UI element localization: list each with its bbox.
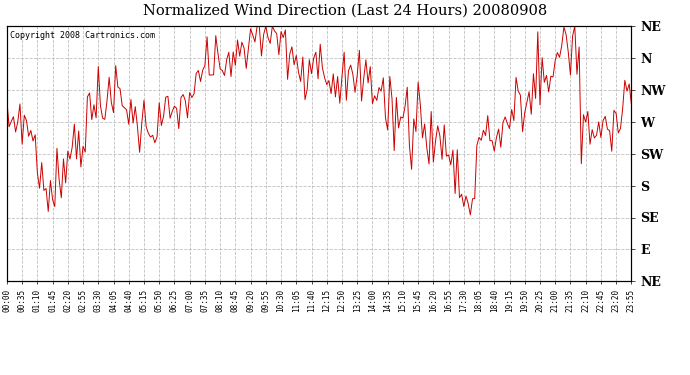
- Text: Normalized Wind Direction (Last 24 Hours) 20080908: Normalized Wind Direction (Last 24 Hours…: [143, 4, 547, 18]
- Text: Copyright 2008 Cartronics.com: Copyright 2008 Cartronics.com: [10, 32, 155, 40]
